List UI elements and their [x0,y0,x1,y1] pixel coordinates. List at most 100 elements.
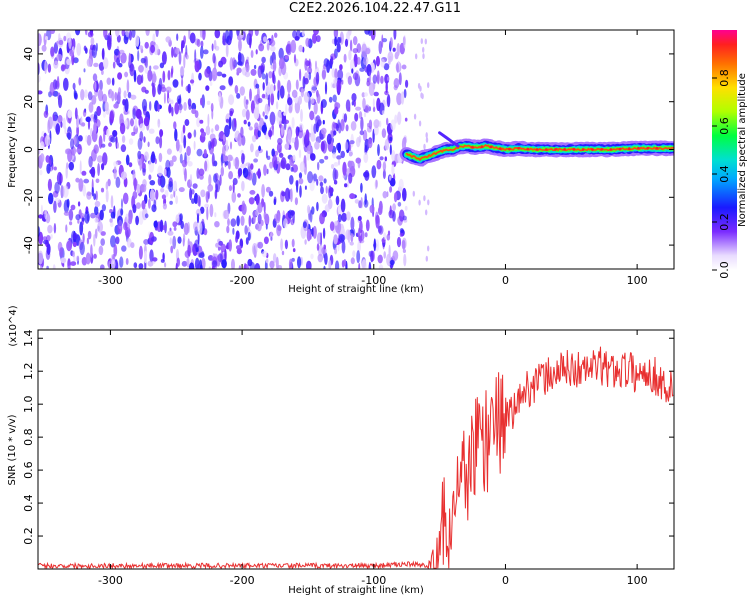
noise-blob [261,250,268,258]
noise-blob [172,235,177,250]
noise-blob [44,209,48,220]
noise-blob [70,138,75,150]
noise-blob [85,116,91,123]
noise-blob [319,159,325,164]
noise-blob [393,30,397,40]
noise-blob [56,75,60,88]
noise-blob [263,36,267,43]
noise-blob [249,261,256,269]
noise-blob [255,149,260,158]
noise-blob [52,264,56,269]
noise-blob [142,168,146,173]
noise-blob [392,210,396,222]
noise-blob [107,37,112,51]
noise-blob [183,222,189,235]
noise-blob [93,193,97,201]
noise-blob [364,232,368,238]
noise-blob [171,106,174,117]
noise-blob [335,260,340,269]
noise-blob [211,128,214,133]
noise-blob [228,185,233,192]
snr-ylabel: SNR (10 * v/v) [7,414,18,485]
noise-blob [76,42,82,56]
noise-blob [113,103,119,109]
noise-blob [209,203,214,218]
noise-blob [58,39,64,46]
noise-blob [185,54,189,60]
noise-blob [283,218,288,229]
noise-blob [232,57,236,69]
noise-blob [328,185,332,199]
noise-blob [284,187,291,202]
noise-blob [222,134,226,142]
noise-blob [84,89,88,98]
noise-blob [173,121,177,130]
noise-blob [349,241,354,246]
noise-blob [181,260,188,267]
signal-peak-dot [591,148,594,151]
noise-blob [337,69,344,81]
noise-blob [280,160,286,169]
noise-blob [293,54,297,64]
noise-blob [126,79,130,93]
noise-blob [396,43,400,57]
noise-blob [132,203,137,214]
noise-blob [169,200,173,205]
noise-blob [40,141,45,152]
noise-blob [279,85,285,99]
noise-blob [130,94,137,100]
noise-blob [345,124,349,132]
noise-blob [128,162,133,168]
noise-blob [166,148,172,155]
noise-blob [373,91,379,97]
noise-blob [305,129,310,140]
noise-blob [171,155,177,162]
noise-blob [144,89,149,94]
noise-blob [119,256,124,268]
noise-blob [120,208,124,216]
noise-blob [256,221,262,232]
noise-blob [269,111,276,126]
noise-blob [103,130,106,143]
noise-blob [363,112,367,118]
noise-blob [384,73,390,84]
noise-blob [299,185,302,198]
noise-blob [127,91,132,99]
noise-blob [165,86,172,93]
noise-blob [364,193,367,206]
noise-blob [183,135,187,149]
noise-blob [87,230,92,240]
noise-blob [44,60,47,74]
noise-blob [90,212,96,219]
signal-peak-dot [563,148,567,151]
noise-blob [290,188,293,203]
noise-blob [236,215,240,227]
colorbar: 0.0 0.2 0.4 0.6 0.8 Normalized spectral ampl… [712,30,748,279]
noise-blob [316,232,322,245]
noise-blob [423,143,426,150]
noise-blob [338,233,345,243]
noise-blob [81,122,86,127]
noise-blob [165,36,171,43]
noise-blob [175,214,180,224]
snr-ytick-label: 0.4 [22,494,35,512]
noise-blob [308,71,312,81]
signal-peak-dot [517,146,520,150]
snr-ytick-label: 0.8 [22,428,35,446]
noise-blob [184,168,187,182]
noise-blob [196,148,203,157]
noise-blob [324,155,329,160]
noise-blob [245,162,252,167]
noise-blob [153,65,159,70]
noise-blob [76,255,80,262]
noise-blob [200,46,204,59]
noise-blob [160,188,165,193]
noise-blob [66,162,69,170]
noise-blob [133,69,137,83]
noise-blob [153,43,159,56]
noise-blob [271,148,276,157]
snr-xtick-label: -100 [361,574,386,587]
noise-blob [63,35,67,42]
noise-blob [336,155,342,160]
noise-blob [78,135,83,142]
